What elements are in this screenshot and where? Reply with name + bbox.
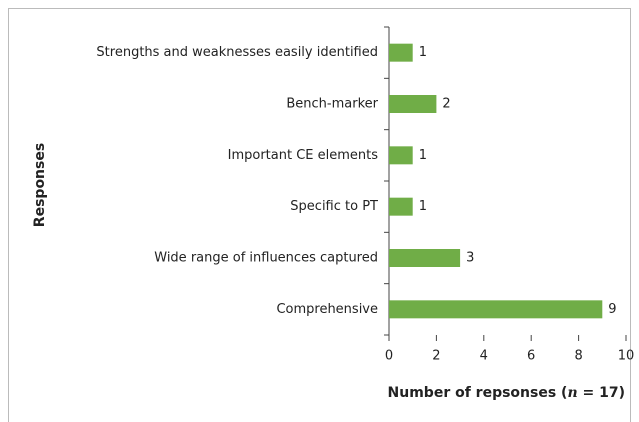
data-label: 2 bbox=[442, 97, 450, 112]
y-tick-label: Specific to PT bbox=[290, 199, 378, 214]
y-tick-label: Strengths and weaknesses easily identifi… bbox=[96, 45, 378, 60]
bar bbox=[389, 249, 461, 267]
data-label: 1 bbox=[419, 148, 427, 163]
x-tick-label: 8 bbox=[574, 349, 582, 364]
x-tick-label: 2 bbox=[432, 349, 440, 364]
x-tick-label: 10 bbox=[618, 349, 635, 364]
y-tick-label: Comprehensive bbox=[276, 302, 378, 317]
bar bbox=[389, 95, 437, 113]
y-tick-label: Bench-marker bbox=[286, 97, 378, 112]
x-tick-label: 6 bbox=[527, 349, 535, 364]
bar bbox=[389, 43, 413, 62]
frame bbox=[8, 8, 631, 422]
x-axis-label-part: = 17) bbox=[578, 385, 625, 401]
bar bbox=[389, 197, 413, 216]
y-tick-label: Wide range of influences captured bbox=[154, 251, 378, 266]
x-axis-label-part: n bbox=[567, 385, 577, 401]
y-axis-label: Responses bbox=[32, 143, 48, 227]
data-label: 1 bbox=[419, 199, 427, 214]
data-label: 9 bbox=[608, 302, 616, 317]
x-axis-label-part: Number of repsonses ( bbox=[388, 385, 568, 401]
data-label: 3 bbox=[466, 251, 474, 266]
x-tick-label: 0 bbox=[385, 349, 393, 364]
x-axis-label: Number of repsonses (n = 17) bbox=[388, 385, 625, 401]
bar bbox=[389, 146, 413, 165]
data-label: 1 bbox=[419, 45, 427, 60]
bar bbox=[389, 300, 603, 319]
x-tick-label: 4 bbox=[480, 349, 488, 364]
y-tick-label: Important CE elements bbox=[228, 148, 379, 163]
